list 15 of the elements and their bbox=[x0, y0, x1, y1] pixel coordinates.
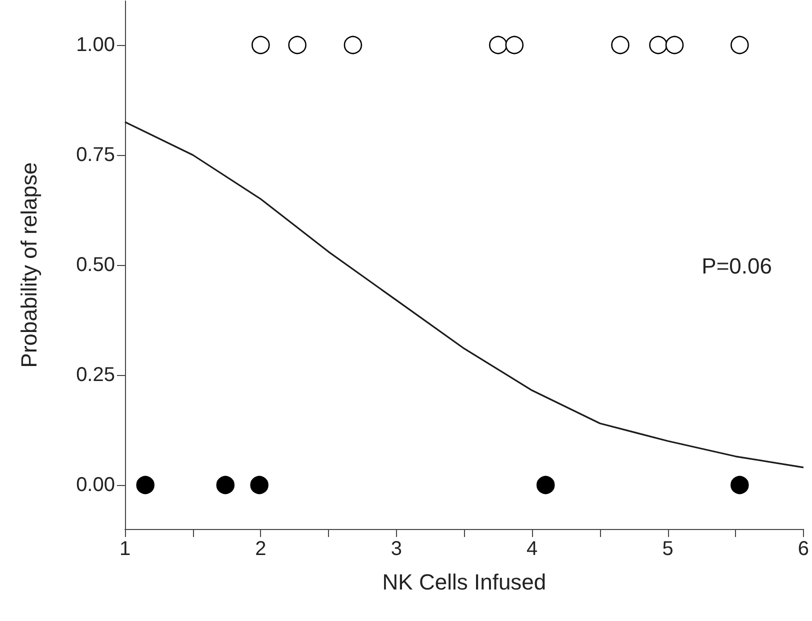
y-tick-label: 0.75 bbox=[76, 144, 115, 166]
y-axis-title: Probability of relapse bbox=[16, 162, 42, 368]
x-tick-label: 2 bbox=[255, 538, 266, 560]
annotation: P=0.06 bbox=[702, 254, 772, 278]
y-tick-label: 0.00 bbox=[76, 474, 115, 496]
y-tick-label: 0.50 bbox=[76, 254, 115, 276]
x-tick-label: 1 bbox=[119, 538, 131, 560]
line-series bbox=[124, 121, 804, 468]
x-tick-label: 3 bbox=[390, 538, 402, 560]
x-tick-label: 5 bbox=[662, 538, 674, 560]
x-axis-title: NK Cells Infused bbox=[382, 570, 546, 594]
y-tick-label: 1.00 bbox=[76, 34, 115, 56]
x-tick-label: 4 bbox=[526, 538, 538, 560]
x-tick-label: 6 bbox=[798, 538, 809, 560]
y-tick-label: 0.25 bbox=[76, 364, 115, 386]
